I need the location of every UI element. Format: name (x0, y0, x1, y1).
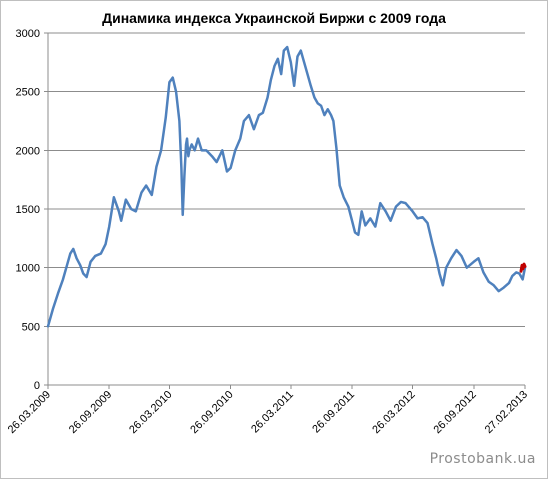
x-tick-label: 26.09.2012 (431, 389, 478, 436)
x-tick-labels: 26.03.2009 26.09.2009 26.03.2010 26.09.2010… (6, 389, 530, 436)
y-tick-label: 0 (34, 380, 40, 392)
y-tick-label: 3000 (16, 28, 40, 40)
y-tick-label: 1000 (16, 263, 40, 275)
y-tick-label: 500 (22, 321, 40, 333)
recent-series-line (519, 262, 527, 273)
y-tick-label: 2500 (16, 87, 40, 99)
gridlines (48, 32, 525, 327)
x-tick-label: 26.03.2009 (6, 389, 53, 436)
x-tick-label: 27.02.2013 (483, 389, 530, 436)
x-tick-label: 26.03.2011 (249, 389, 296, 436)
watermark-text: Prostobank.ua (429, 451, 536, 467)
y-tick-labels: 0 500 1000 1500 2000 2500 3000 (16, 28, 40, 392)
x-tick-label: 26.03.2012 (370, 389, 417, 436)
series-lines (46, 45, 527, 328)
y-tick-label: 1500 (16, 204, 40, 216)
y-tick-label: 2000 (16, 145, 40, 157)
x-tick-label: 26.09.2010 (188, 389, 235, 436)
x-tick-label: 26.03.2010 (127, 389, 174, 436)
chart-title: Динамика индекса Украинской Биржи с 2009… (102, 10, 446, 26)
x-tick-label: 26.09.2009 (67, 389, 114, 436)
axes (44, 32, 526, 389)
x-tick-label: 26.09.2011 (310, 389, 357, 436)
index-series-line (46, 45, 527, 328)
